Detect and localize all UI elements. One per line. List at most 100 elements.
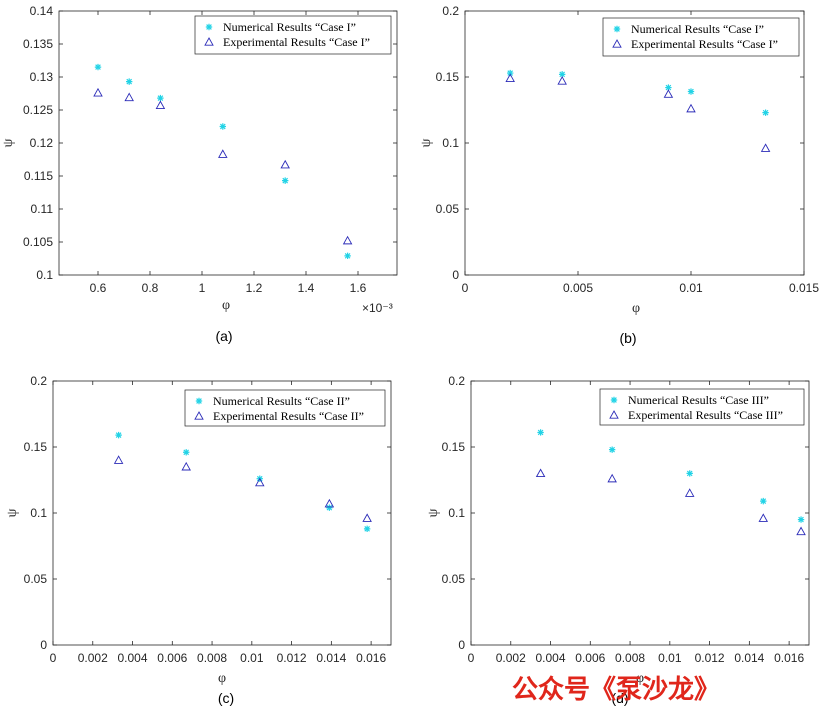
subfigure-caption: (d) bbox=[611, 690, 628, 706]
series-2 bbox=[93, 87, 353, 245]
data-point-experimental bbox=[557, 76, 567, 85]
y-tick-label: 0.15 bbox=[442, 440, 466, 454]
data-point-numerical bbox=[762, 109, 769, 116]
data-point-numerical bbox=[115, 431, 122, 439]
data-point-experimental bbox=[155, 100, 166, 110]
y-tick-label: 0.125 bbox=[23, 103, 53, 117]
data-point-experimental bbox=[760, 143, 771, 152]
y-tick-label: 0.1 bbox=[442, 136, 459, 150]
x-tick-label: 0.006 bbox=[575, 651, 605, 665]
x-exponent-label: ×10⁻³ bbox=[362, 301, 393, 315]
x-tick-label: 0.012 bbox=[277, 651, 307, 665]
y-tick-label: 0.135 bbox=[23, 37, 53, 51]
legend-marker-star bbox=[613, 25, 621, 33]
series-1 bbox=[94, 63, 351, 260]
y-tick-label: 0 bbox=[458, 638, 465, 652]
y-tick-label: 0.105 bbox=[23, 235, 53, 249]
x-tick-label: 0.004 bbox=[536, 651, 566, 665]
chart-3: 0 0.002 0.004 0.006 0.008 0.01 0.012 0.014 0.016… bbox=[5, 374, 392, 706]
legend: Numerical Results “Case III”Experimental… bbox=[599, 388, 805, 426]
subfigure-caption: (a) bbox=[215, 328, 232, 344]
y-tick-label: 0.05 bbox=[436, 202, 460, 216]
y-axis-label: ψ bbox=[419, 138, 434, 147]
y-tick-label: 0.05 bbox=[24, 572, 48, 586]
data-point-experimental bbox=[218, 149, 228, 158]
x-tick-label: 0.014 bbox=[734, 651, 764, 665]
data-point-experimental bbox=[342, 235, 353, 245]
legend-entry: Experimental Results “Case II” bbox=[213, 409, 364, 423]
x-tick-label: 0.008 bbox=[197, 651, 227, 665]
x-axis-label: φ bbox=[218, 671, 226, 686]
data-point-experimental bbox=[686, 103, 696, 113]
legend-marker-star bbox=[195, 397, 203, 405]
x-tick-label: 1.4 bbox=[298, 281, 315, 295]
series-1 bbox=[507, 69, 769, 116]
legend-marker-star bbox=[205, 23, 213, 31]
data-point-experimental bbox=[607, 473, 617, 483]
y-tick-label: 0.1 bbox=[36, 268, 53, 282]
data-point-experimental bbox=[124, 92, 134, 102]
legend-box bbox=[599, 388, 805, 426]
data-point-experimental bbox=[255, 477, 265, 487]
series-2 bbox=[113, 455, 372, 522]
data-point-numerical bbox=[608, 446, 616, 453]
data-point-numerical bbox=[326, 504, 333, 511]
x-tick-label: 0.01 bbox=[658, 651, 682, 665]
watermark-text: 公众号《泵沙龙》 bbox=[512, 675, 720, 705]
legend-marker-triangle bbox=[194, 411, 204, 420]
legend-marker-star bbox=[610, 396, 618, 404]
x-tick-label: 0.004 bbox=[118, 651, 148, 665]
x-tick-label: 0.01 bbox=[679, 281, 703, 295]
legend-box bbox=[194, 15, 392, 55]
legend: Numerical Results “Case II”Experimental … bbox=[184, 389, 386, 427]
data-point-numerical bbox=[686, 470, 693, 477]
y-tick-label: 0.1 bbox=[30, 506, 47, 520]
x-tick-label: 1.6 bbox=[350, 281, 367, 295]
legend-box bbox=[184, 389, 386, 427]
x-tick-label: 1.2 bbox=[246, 281, 263, 295]
y-axis-label: ψ bbox=[1, 138, 16, 147]
legend-marker-triangle bbox=[609, 410, 619, 419]
y-tick-label: 0.15 bbox=[436, 70, 460, 84]
legend-entry: Numerical Results “Case II” bbox=[213, 394, 350, 408]
x-tick-label: 0.6 bbox=[90, 281, 107, 295]
data-point-experimental bbox=[280, 159, 290, 169]
data-point-numerical bbox=[537, 429, 544, 436]
y-tick-label: 0.2 bbox=[442, 4, 459, 18]
legend-entry: Experimental Results “Case I” bbox=[631, 37, 778, 51]
data-point-numerical bbox=[126, 78, 133, 85]
data-point-experimental bbox=[535, 468, 546, 478]
chart-4: 0 0.002 0.004 0.006 0.008 0.01 0.012 0.014 0.016… bbox=[426, 374, 810, 706]
data-point-numerical bbox=[219, 123, 226, 130]
y-axis-label: ψ bbox=[5, 508, 20, 517]
x-tick-label: 0 bbox=[468, 651, 475, 665]
x-tick-label: 0.014 bbox=[316, 651, 346, 665]
legend-entry: Numerical Results “Case I” bbox=[631, 22, 764, 36]
x-axis-label: φ bbox=[632, 301, 640, 316]
x-tick-label: 0.015 bbox=[789, 281, 819, 295]
x-tick-label: 0 bbox=[50, 651, 57, 665]
data-point-experimental bbox=[362, 513, 372, 522]
y-tick-label: 0.15 bbox=[24, 440, 48, 454]
data-point-numerical bbox=[665, 84, 672, 91]
x-tick-label: 0.016 bbox=[356, 651, 386, 665]
data-point-experimental bbox=[93, 87, 103, 97]
data-point-numerical bbox=[157, 94, 164, 102]
series-1 bbox=[115, 431, 371, 533]
data-point-numerical bbox=[687, 88, 695, 95]
subfigure-caption: (b) bbox=[619, 330, 636, 346]
chart-1: 0.6 0.8 1 1.2 1.4 1.6 0.1 0.105 0.11 0.115 0.12 0.1… bbox=[1, 4, 398, 344]
x-tick-label: 0.005 bbox=[563, 281, 593, 295]
y-tick-label: 0.2 bbox=[30, 374, 47, 388]
y-tick-label: 0 bbox=[40, 638, 47, 652]
data-point-experimental bbox=[324, 498, 335, 508]
x-tick-label: 0.008 bbox=[615, 651, 645, 665]
x-tick-label: 0.002 bbox=[496, 651, 526, 665]
y-tick-label: 0.05 bbox=[442, 572, 466, 586]
x-tick-label: 0.006 bbox=[157, 651, 187, 665]
y-axis-label: ψ bbox=[426, 508, 441, 517]
data-point-numerical bbox=[94, 63, 102, 71]
data-point-experimental bbox=[684, 488, 695, 497]
y-tick-label: 0.11 bbox=[31, 202, 54, 216]
x-tick-label: 0 bbox=[462, 281, 469, 295]
